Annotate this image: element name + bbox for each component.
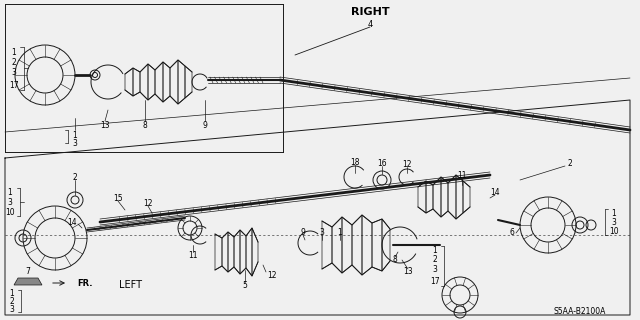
Text: 9: 9 xyxy=(203,121,207,130)
Polygon shape xyxy=(14,278,42,285)
Text: FR.: FR. xyxy=(77,278,93,287)
Text: 9: 9 xyxy=(301,228,305,236)
Text: 3: 3 xyxy=(12,68,17,76)
Text: 1: 1 xyxy=(433,245,437,254)
Text: 2: 2 xyxy=(433,255,437,265)
Text: 5: 5 xyxy=(243,281,248,290)
Text: 2: 2 xyxy=(10,297,14,306)
Text: 2: 2 xyxy=(568,158,572,167)
Text: 7: 7 xyxy=(26,268,31,276)
Text: 3: 3 xyxy=(10,305,15,314)
Text: 14: 14 xyxy=(67,218,77,227)
Text: 3: 3 xyxy=(72,139,77,148)
Text: 12: 12 xyxy=(143,198,153,207)
Text: 2: 2 xyxy=(12,58,17,67)
Text: 11: 11 xyxy=(457,171,467,180)
Text: 16: 16 xyxy=(377,158,387,167)
Text: 12: 12 xyxy=(268,270,276,279)
Text: 3: 3 xyxy=(319,228,324,236)
Text: S5AA-B2100A: S5AA-B2100A xyxy=(554,308,606,316)
Text: 10: 10 xyxy=(609,227,619,236)
Text: 8: 8 xyxy=(143,121,147,130)
Text: 12: 12 xyxy=(403,159,412,169)
Text: 4: 4 xyxy=(367,20,372,28)
Text: 1: 1 xyxy=(10,289,14,298)
Text: 13: 13 xyxy=(100,121,110,130)
Text: 2: 2 xyxy=(72,172,77,181)
Text: 1: 1 xyxy=(612,209,616,218)
Text: 11: 11 xyxy=(188,251,198,260)
Text: 17: 17 xyxy=(430,277,440,286)
Text: 8: 8 xyxy=(392,255,397,265)
Text: 15: 15 xyxy=(113,194,123,203)
Text: 1: 1 xyxy=(72,131,77,140)
Text: 14: 14 xyxy=(490,188,500,196)
Text: 10: 10 xyxy=(5,207,15,217)
Text: 1: 1 xyxy=(338,228,342,236)
Text: 17: 17 xyxy=(9,81,19,90)
Text: 18: 18 xyxy=(350,157,360,166)
Text: RIGHT: RIGHT xyxy=(351,7,389,17)
Text: 1: 1 xyxy=(8,188,12,196)
Text: 13: 13 xyxy=(403,268,413,276)
Text: 3: 3 xyxy=(612,218,616,227)
Text: LEFT: LEFT xyxy=(118,280,141,290)
Text: 1: 1 xyxy=(12,47,17,57)
Text: 3: 3 xyxy=(433,266,437,275)
Text: 3: 3 xyxy=(8,197,12,206)
Text: 6: 6 xyxy=(509,228,515,236)
